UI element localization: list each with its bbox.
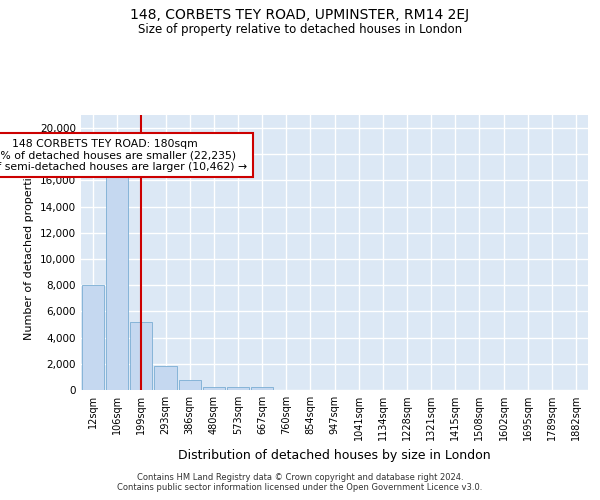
Bar [203, 386, 225, 390]
Text: Size of property relative to detached houses in London: Size of property relative to detached ho… [138, 22, 462, 36]
Bar [251, 388, 273, 390]
Bar [130, 322, 152, 390]
Text: 148 CORBETS TEY ROAD: 180sqm
← 68% of detached houses are smaller (22,235)
32% o: 148 CORBETS TEY ROAD: 180sqm ← 68% of de… [0, 138, 247, 172]
Bar [227, 386, 249, 390]
Text: 148, CORBETS TEY ROAD, UPMINSTER, RM14 2EJ: 148, CORBETS TEY ROAD, UPMINSTER, RM14 2… [130, 8, 470, 22]
Bar [154, 366, 176, 390]
Y-axis label: Number of detached properties: Number of detached properties [25, 165, 34, 340]
Bar [82, 285, 104, 390]
Bar [179, 380, 201, 390]
Text: Contains HM Land Registry data © Crown copyright and database right 2024.
Contai: Contains HM Land Registry data © Crown c… [118, 473, 482, 492]
Bar [106, 174, 128, 390]
X-axis label: Distribution of detached houses by size in London: Distribution of detached houses by size … [178, 448, 491, 462]
